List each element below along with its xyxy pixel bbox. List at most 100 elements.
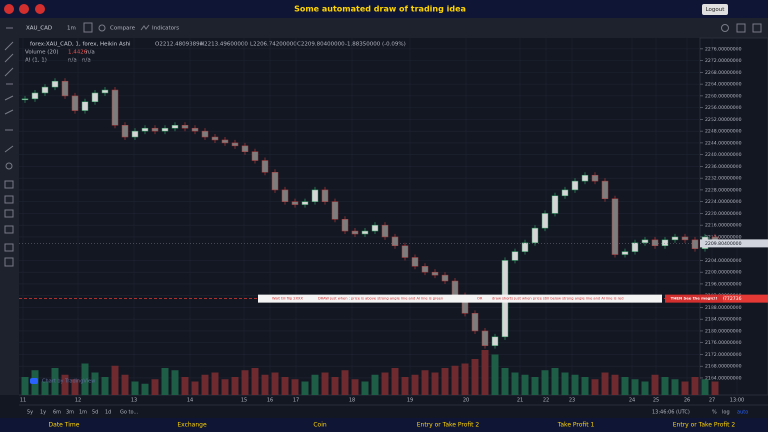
candle-body bbox=[251, 151, 259, 161]
y-tick-label: 2188.00000000 bbox=[705, 305, 742, 311]
icon[interactable] bbox=[4, 67, 14, 77]
icon[interactable] bbox=[4, 225, 14, 234]
candle-body bbox=[311, 189, 319, 202]
range-button[interactable]: 1y bbox=[40, 410, 46, 416]
x-tick-label: 15 bbox=[241, 398, 247, 404]
x-tick-label: 12 bbox=[75, 398, 81, 404]
candle-body bbox=[591, 174, 599, 182]
range-button[interactable]: 1m bbox=[79, 410, 87, 416]
y-tick-label: 2272.00000000 bbox=[705, 58, 742, 64]
symbol[interactable]: XAU_CAD bbox=[26, 26, 52, 32]
legend-ohlc-value: H2213.49600000 bbox=[200, 42, 248, 48]
icon[interactable] bbox=[140, 24, 150, 31]
volume-bar bbox=[71, 379, 79, 395]
auto-toggle[interactable]: auto bbox=[737, 410, 748, 416]
volume-bar bbox=[671, 379, 679, 395]
indicators[interactable]: Indicators bbox=[152, 26, 179, 32]
volume-bar bbox=[571, 374, 579, 395]
drawing-tools bbox=[4, 27, 14, 267]
volume-bar bbox=[51, 368, 59, 395]
footer-label: Date Time bbox=[49, 422, 80, 429]
volume-bar bbox=[591, 379, 599, 395]
icon[interactable] bbox=[4, 145, 14, 153]
logout-button[interactable] bbox=[702, 4, 728, 15]
y-tick-label: 2176.00000000 bbox=[705, 340, 742, 346]
candle-body bbox=[151, 127, 159, 132]
volume-bar bbox=[471, 359, 479, 395]
volume-bar bbox=[601, 372, 609, 395]
icon[interactable] bbox=[98, 24, 106, 32]
annotation-text: THEN See the magic!! bbox=[671, 296, 718, 301]
icon[interactable] bbox=[4, 243, 14, 252]
y-tick-label: 2164.00000000 bbox=[705, 375, 742, 381]
percent-toggle[interactable]: % bbox=[712, 410, 717, 416]
icon[interactable] bbox=[4, 95, 14, 101]
volume-bar bbox=[41, 381, 49, 395]
icon[interactable] bbox=[83, 22, 93, 33]
plot-area bbox=[19, 38, 700, 395]
icon[interactable] bbox=[19, 4, 29, 14]
volume-bar bbox=[151, 379, 159, 395]
icon[interactable] bbox=[4, 41, 14, 51]
candle-body bbox=[401, 245, 409, 258]
volume-bar bbox=[21, 377, 29, 395]
candle-body bbox=[241, 145, 249, 152]
icon[interactable] bbox=[4, 109, 14, 115]
candle-body bbox=[221, 139, 229, 144]
range-button[interactable]: 5d bbox=[92, 410, 98, 416]
annotation-box bbox=[258, 294, 662, 303]
volume-bar bbox=[651, 374, 659, 395]
go-to[interactable]: Go to... bbox=[120, 410, 139, 416]
icon[interactable] bbox=[4, 4, 14, 14]
range-button[interactable]: 3m bbox=[66, 410, 74, 416]
volume-bar bbox=[211, 372, 219, 395]
icon[interactable] bbox=[721, 24, 729, 32]
range-button[interactable]: 5y bbox=[27, 410, 33, 416]
candle-body bbox=[681, 236, 689, 241]
y-tick-label: 2268.00000000 bbox=[705, 70, 742, 76]
volume-bar bbox=[561, 372, 569, 395]
candle-body bbox=[351, 230, 359, 235]
candle-body bbox=[231, 142, 239, 147]
x-tick-label: 14 bbox=[187, 398, 193, 404]
y-tick-label: 2240.00000000 bbox=[705, 152, 742, 158]
icon[interactable] bbox=[736, 23, 746, 33]
icon[interactable] bbox=[4, 180, 14, 189]
icon[interactable] bbox=[752, 23, 762, 33]
candle-body bbox=[691, 239, 699, 249]
candle-body bbox=[421, 266, 429, 273]
page-title: Some automated draw of trading idea bbox=[294, 5, 466, 14]
candle-body bbox=[211, 136, 219, 141]
icon[interactable] bbox=[5, 162, 13, 170]
volume-bar bbox=[291, 379, 299, 395]
candle-body bbox=[191, 127, 199, 132]
candle-body bbox=[201, 130, 209, 138]
icon[interactable] bbox=[4, 257, 14, 267]
volume-bar bbox=[121, 374, 129, 395]
icon[interactable] bbox=[4, 195, 14, 204]
x-tick-label: 18 bbox=[349, 398, 355, 404]
x-tick-label: 11 bbox=[20, 398, 26, 404]
icon[interactable] bbox=[4, 209, 14, 218]
interval[interactable]: 1m bbox=[67, 26, 76, 32]
icon[interactable] bbox=[4, 53, 14, 63]
candle-body bbox=[661, 239, 669, 246]
log-toggle[interactable]: log bbox=[722, 410, 730, 416]
y-tick-label: 2248.00000000 bbox=[705, 129, 742, 135]
candle-body bbox=[491, 336, 499, 346]
range-button[interactable]: 6m bbox=[53, 410, 61, 416]
footer-label: Take Profit 1 bbox=[557, 422, 595, 429]
candle-body bbox=[611, 198, 619, 255]
candle-body bbox=[291, 201, 299, 205]
range-button[interactable]: 1d bbox=[105, 410, 111, 416]
icon[interactable] bbox=[35, 4, 45, 14]
compare[interactable]: Compare bbox=[110, 26, 136, 32]
logout-label[interactable]: Logout bbox=[706, 7, 726, 13]
candle-body bbox=[521, 242, 529, 252]
volume-bar bbox=[241, 370, 249, 395]
volume-bar bbox=[371, 374, 379, 395]
candle-body bbox=[361, 230, 369, 235]
y-tick-label: 2260.00000000 bbox=[705, 93, 742, 99]
